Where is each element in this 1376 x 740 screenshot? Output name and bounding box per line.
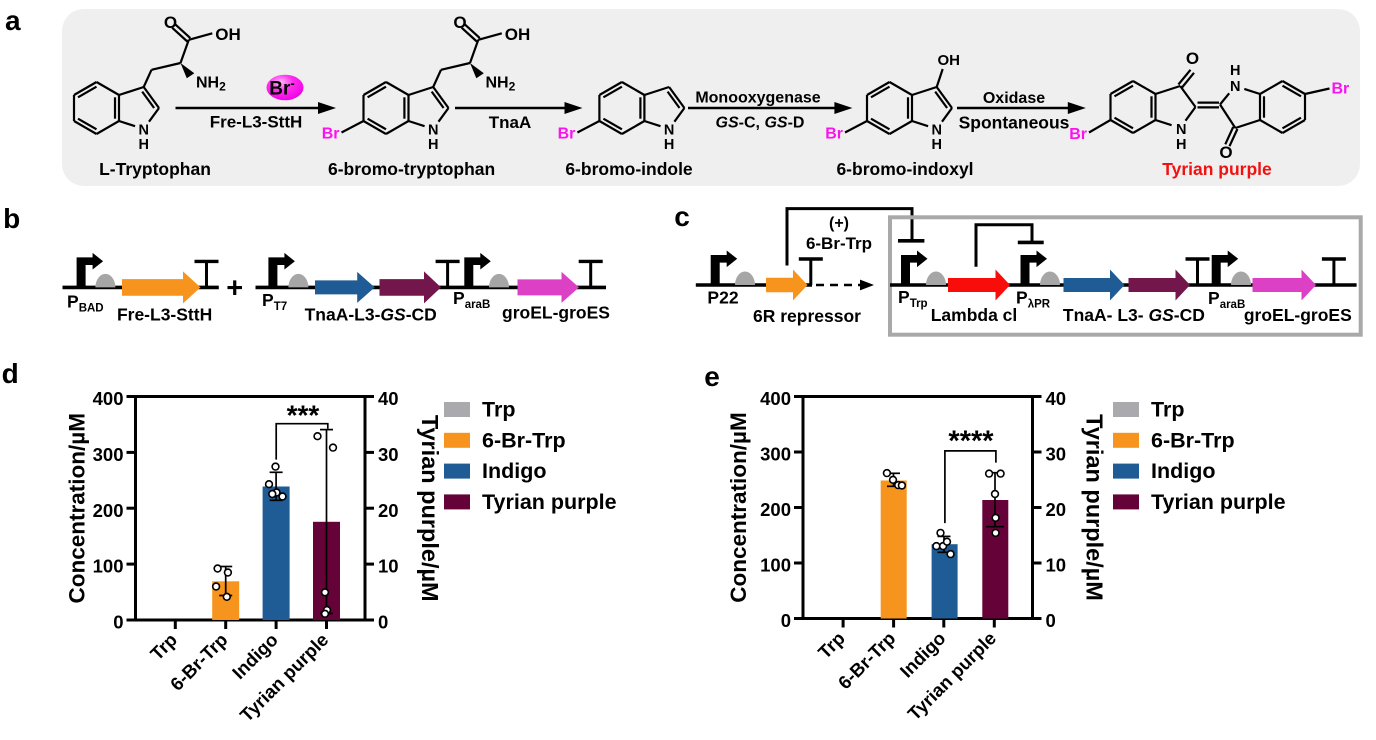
svg-text:Indigo: Indigo	[482, 459, 546, 483]
svg-text:TnaA-L3-GS-CD: TnaA-L3-GS-CD	[305, 305, 437, 325]
svg-text:10: 10	[378, 556, 399, 577]
svg-text:O: O	[164, 13, 177, 32]
svg-text:N: N	[664, 123, 674, 139]
svg-text:Tyrian purple/µM: Tyrian purple/µM	[417, 415, 443, 602]
svg-text:a: a	[5, 5, 21, 36]
svg-text:H: H	[138, 137, 148, 153]
svg-text:N: N	[931, 123, 941, 139]
svg-text:30: 30	[1046, 444, 1067, 465]
svg-text:Spontaneous: Spontaneous	[959, 113, 1070, 133]
svg-text:e: e	[704, 361, 720, 392]
svg-text:0: 0	[781, 610, 791, 631]
svg-text:6-bromo-tryptophan: 6-bromo-tryptophan	[328, 159, 495, 179]
svg-text:Trp: Trp	[1151, 398, 1184, 422]
svg-text:400: 400	[760, 388, 791, 409]
svg-text:Tyrian purple/µM: Tyrian purple/µM	[1082, 414, 1108, 601]
svg-text:TnaA: TnaA	[489, 113, 532, 132]
svg-text:0: 0	[378, 612, 388, 633]
svg-text:6R repressor: 6R repressor	[753, 306, 861, 326]
svg-text:40: 40	[378, 388, 399, 409]
svg-text:Fre-L3-SttH: Fre-L3-SttH	[210, 113, 303, 132]
svg-text:Indigo: Indigo	[1151, 459, 1215, 483]
svg-text:200: 200	[93, 500, 124, 521]
svg-text:Trp: Trp	[482, 398, 515, 422]
svg-text:Br: Br	[558, 126, 576, 143]
svg-text:0: 0	[113, 612, 123, 633]
svg-text:N: N	[1230, 79, 1240, 95]
svg-text:40: 40	[1046, 388, 1067, 409]
svg-text:L-Tryptophan: L-Tryptophan	[99, 159, 211, 179]
svg-text:Br: Br	[1069, 126, 1087, 143]
svg-text:***: ***	[287, 400, 320, 431]
svg-text:H: H	[1230, 63, 1240, 79]
svg-text:400: 400	[93, 388, 124, 409]
svg-text:Oxidase: Oxidase	[983, 90, 1045, 107]
svg-text:+: +	[226, 273, 243, 305]
svg-text:H: H	[931, 137, 941, 153]
svg-text:groEL-groES: groEL-groES	[1244, 305, 1352, 325]
svg-text:Tyrian purple: Tyrian purple	[1151, 490, 1286, 514]
svg-text:Br: Br	[322, 126, 340, 143]
svg-text:O: O	[1219, 143, 1232, 162]
svg-text:P22: P22	[707, 288, 738, 308]
svg-text:NH2: NH2	[486, 75, 516, 94]
svg-text:N: N	[1176, 122, 1186, 138]
svg-text:GS-C, GS-D: GS-C, GS-D	[716, 115, 805, 132]
svg-text:O: O	[1186, 49, 1199, 68]
svg-text:H: H	[1176, 137, 1186, 153]
svg-text:0: 0	[1046, 610, 1056, 631]
svg-text:O: O	[453, 13, 466, 32]
svg-text:10: 10	[1046, 555, 1067, 576]
svg-text:c: c	[674, 201, 690, 232]
svg-text:6-Br-Trp: 6-Br-Trp	[1151, 428, 1235, 452]
svg-text:100: 100	[760, 555, 791, 576]
svg-text:20: 20	[378, 500, 399, 521]
svg-text:groEL-groES: groEL-groES	[502, 303, 610, 323]
svg-text:6-Br-Trp: 6-Br-Trp	[482, 428, 566, 452]
svg-text:Concentration/µM: Concentration/µM	[64, 413, 89, 603]
svg-text:100: 100	[93, 556, 124, 577]
svg-text:Tyrian purple: Tyrian purple	[1162, 159, 1272, 179]
svg-text:Monooxygenase: Monooxygenase	[695, 90, 820, 107]
svg-text:NH2: NH2	[196, 75, 226, 94]
svg-text:300: 300	[760, 444, 791, 465]
svg-text:6-bromo-indoxyl: 6-bromo-indoxyl	[836, 159, 973, 179]
svg-text:OH: OH	[937, 52, 960, 69]
svg-text:Br: Br	[825, 126, 843, 143]
svg-text:N: N	[138, 123, 148, 139]
svg-text:300: 300	[93, 444, 124, 465]
svg-text:30: 30	[378, 444, 399, 465]
svg-text:Br: Br	[1332, 81, 1350, 98]
svg-text:H: H	[428, 137, 438, 153]
svg-text:Lambda cl: Lambda cl	[931, 305, 1018, 325]
svg-text:Concentration/µM: Concentration/µM	[726, 412, 751, 602]
svg-text:6-Br-Trp: 6-Br-Trp	[806, 234, 872, 253]
svg-text:d: d	[2, 358, 19, 389]
svg-text:(+): (+)	[829, 215, 849, 232]
svg-text:Fre-L3-SttH: Fre-L3-SttH	[117, 305, 212, 325]
svg-text:6-bromo-indole: 6-bromo-indole	[565, 159, 693, 179]
svg-text:OH: OH	[215, 25, 241, 44]
svg-text:N: N	[428, 123, 438, 139]
svg-text:****: ****	[948, 426, 994, 458]
svg-text:b: b	[3, 203, 20, 234]
svg-text:OH: OH	[505, 25, 531, 44]
svg-text:H: H	[664, 137, 674, 153]
svg-text:Tyrian purple: Tyrian purple	[482, 490, 617, 514]
svg-text:200: 200	[760, 499, 791, 520]
svg-text:TnaA- L3- GS-CD: TnaA- L3- GS-CD	[1063, 305, 1205, 325]
svg-text:20: 20	[1046, 499, 1067, 520]
